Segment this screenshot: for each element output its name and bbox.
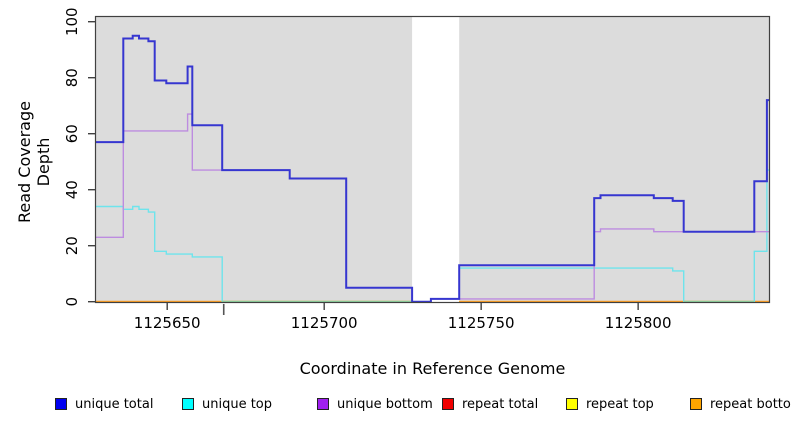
y-tick-label: 100	[63, 7, 81, 36]
y-axis-title: Read Coverage Depth	[15, 101, 53, 223]
legend-item-unique-top: unique top	[182, 396, 272, 412]
legend-swatch	[690, 398, 702, 410]
y-tick-label: 20	[63, 236, 81, 255]
coverage-plot: 1125650 1125700 1125750 1125800 0 20 40 60 80 100	[63, 7, 771, 332]
x-axis-title: Coordinate in Reference Genome	[299, 359, 566, 378]
legend-label: repeat bottom	[710, 396, 792, 412]
legend-label: repeat total	[462, 396, 539, 412]
masked-region	[412, 17, 460, 303]
plot-border	[94, 15, 771, 304]
series-unique-total	[95, 34, 770, 303]
legend-label: repeat top	[586, 396, 654, 412]
x-tick-label: 1125800	[605, 314, 672, 332]
legend-swatch	[182, 398, 194, 410]
legend-swatch	[317, 398, 329, 410]
legend-item-repeat-bottom: repeat bottom	[690, 396, 792, 412]
x-tick-label: 1125700	[291, 314, 358, 332]
y-tick-label: 40	[63, 180, 81, 199]
legend-swatch	[442, 398, 454, 410]
legend-label: unique bottom	[337, 396, 433, 412]
legend-item-unique-total: unique total	[55, 396, 153, 412]
legend-label: unique total	[75, 396, 154, 412]
y-tick-label: 0	[63, 297, 81, 307]
legend-swatch	[55, 398, 67, 410]
legend-label: unique top	[202, 396, 273, 412]
legend-item-repeat-total: repeat total	[442, 396, 538, 412]
x-tick-label: 1125650	[134, 314, 201, 332]
x-tick-label: 1125750	[448, 314, 515, 332]
legend-item-unique-bottom: unique bottom	[317, 396, 433, 412]
series-unique-top	[95, 205, 413, 303]
y-tick-label: 80	[63, 68, 81, 87]
legend-item-repeat-top: repeat top	[566, 396, 654, 412]
legend-swatch	[566, 398, 578, 410]
y-tick-label: 60	[63, 124, 81, 143]
